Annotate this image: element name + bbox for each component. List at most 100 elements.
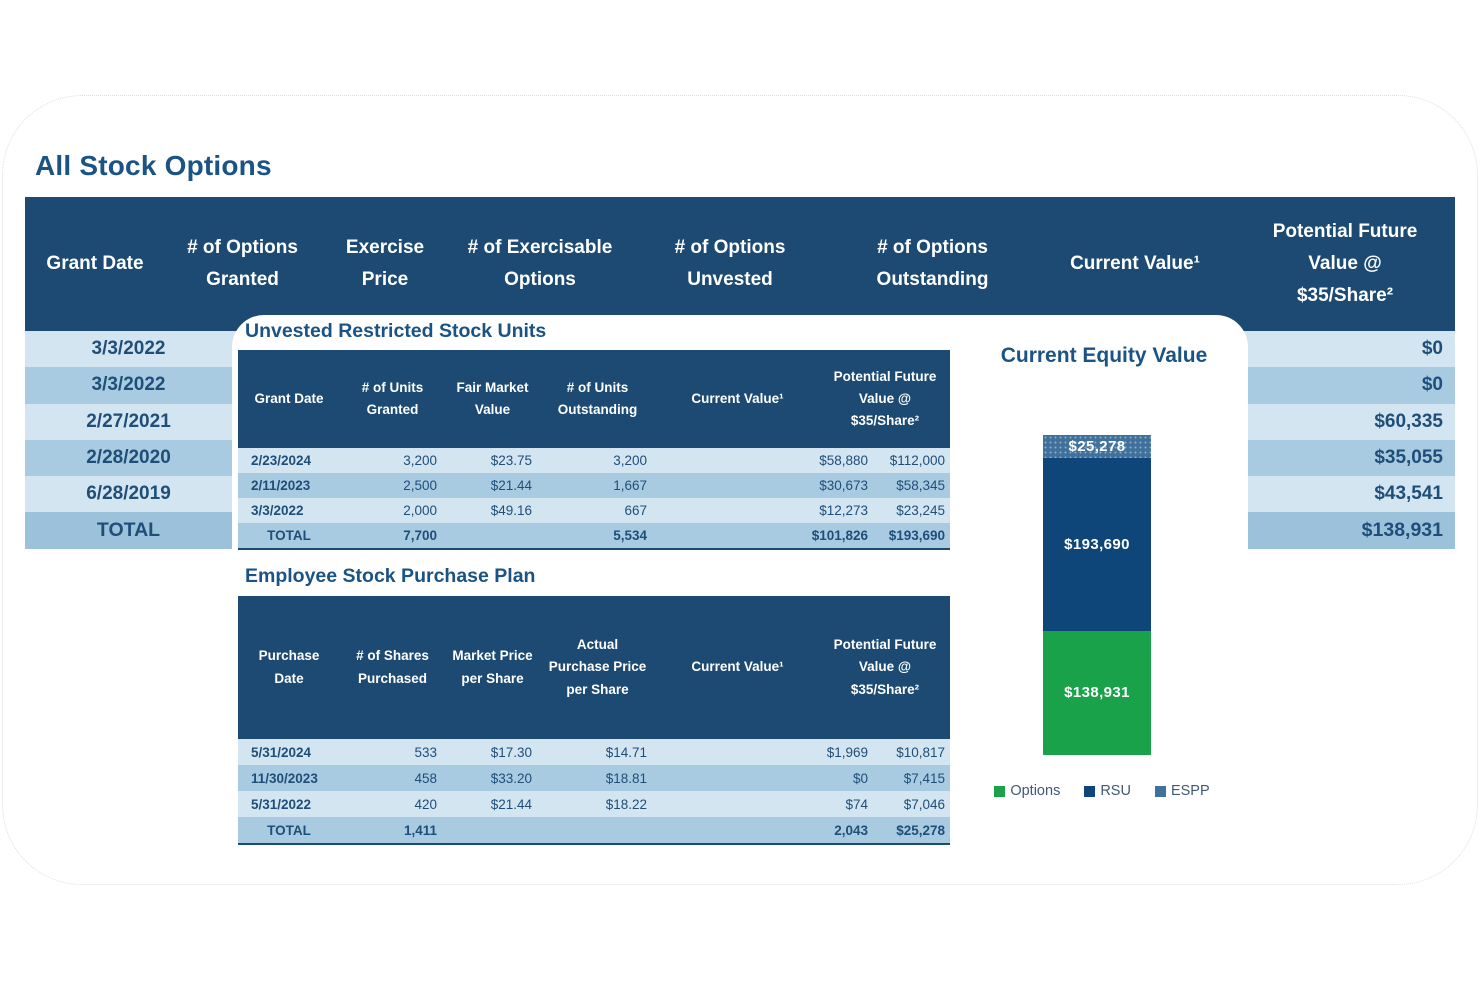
column-header-current-value: Current Value¹ xyxy=(691,390,784,406)
potential-future-value-cell: $7,415 xyxy=(903,770,945,786)
espp-table: Purchase Date # of Shares Purchased Mark… xyxy=(238,596,950,845)
bar-segment-rsu: $193,690 xyxy=(1043,457,1151,631)
current-value-cell: $74 xyxy=(845,796,868,812)
bar-segment-espp: $25,278 xyxy=(1043,435,1151,458)
bar-segment-options: $138,931 xyxy=(1043,630,1151,755)
column-header-exercise-price: Exercise Price xyxy=(345,236,425,290)
espp-section-title: Employee Stock Purchase Plan xyxy=(245,565,536,587)
actual-purchase-price-cell: $18.22 xyxy=(605,796,647,812)
table-total-row: TOTAL 7,700 5,534 $101,826 $193,690 xyxy=(238,523,950,548)
potential-future-value-cell: $10,817 xyxy=(896,744,945,760)
detail-overlay-panel: Unvested Restricted Stock Units Grant Da… xyxy=(232,315,1248,863)
fair-market-value-cell: $23.75 xyxy=(490,453,532,468)
grant-date-cell: 3/3/2022 xyxy=(91,338,166,360)
units-granted-cell: 3,200 xyxy=(403,453,437,468)
bar-segment-label: $25,278 xyxy=(1068,437,1126,455)
table-row: 5/31/2024 533 $17.30 $14.71 $1,969 $10,8… xyxy=(238,739,950,765)
current-value-cell: $1,969 xyxy=(826,744,868,760)
total-potential-future-value: $138,931 xyxy=(1361,519,1443,542)
current-value-cell: $12,273 xyxy=(819,503,868,518)
rsu-swatch-icon xyxy=(1084,785,1096,797)
column-header-purchase-date: Purchase Date xyxy=(258,648,320,686)
potential-future-value-cell: $35,055 xyxy=(1374,447,1443,469)
total-units-granted: 7,700 xyxy=(403,528,437,543)
column-header-units-outstanding: # of Units Outstanding xyxy=(557,379,638,417)
chart-legend: Options RSU ESPP xyxy=(932,783,1272,799)
potential-future-value-cell: $112,000 xyxy=(889,453,945,468)
table-total-row: TOTAL 1,411 2,043 $25,278 xyxy=(238,817,950,843)
column-header-options-unvested: # of Options Unvested xyxy=(674,236,786,290)
shares-purchased-cell: 458 xyxy=(414,770,437,786)
potential-future-value-cell: $60,335 xyxy=(1374,410,1443,432)
grant-date-cell: 3/3/2022 xyxy=(91,374,166,396)
table-row: 5/31/2022 420 $21.44 $18.22 $74 $7,046 xyxy=(238,791,950,817)
grant-date-cell: 2/11/2023 xyxy=(251,478,311,493)
legend-item-options: Options xyxy=(994,783,1060,799)
table-row: 3/3/2022 2,000 $49.16 667 $12,273 $23,24… xyxy=(238,498,950,523)
potential-future-value-cell: $0 xyxy=(1421,338,1443,360)
purchase-date-cell: 5/31/2024 xyxy=(251,744,312,760)
table-row: 11/30/2023 458 $33.20 $18.81 $0 $7,415 xyxy=(238,765,950,791)
units-outstanding-cell: 1,667 xyxy=(613,478,647,493)
total-shares-purchased: 1,411 xyxy=(403,822,437,838)
units-granted-cell: 2,500 xyxy=(403,478,437,493)
espp-header-row: Purchase Date # of Shares Purchased Mark… xyxy=(238,596,950,739)
column-header-current-value: Current Value¹ xyxy=(1070,252,1200,274)
column-header-potential-future-value: Potential Future Value @ $35/Share² xyxy=(833,368,937,429)
actual-purchase-price-cell: $18.81 xyxy=(605,770,647,786)
grant-date-cell: 2/28/2020 xyxy=(86,447,171,469)
column-header-actual-purchase-price: Actual Purchase Price per Share xyxy=(548,637,647,697)
all-stock-options-header-row: Grant Date # of Options Granted Exercise… xyxy=(25,197,1455,331)
potential-future-value-cell: $58,345 xyxy=(896,478,945,493)
total-potential-future-value: $25,278 xyxy=(896,822,945,838)
table-row: 2/23/2024 3,200 $23.75 3,200 $58,880 $11… xyxy=(238,448,950,473)
total-units-outstanding: 5,534 xyxy=(613,528,647,543)
chart-title: Current Equity Value xyxy=(1000,344,1208,367)
rsu-table: Grant Date # of Units Granted Fair Marke… xyxy=(238,350,950,550)
page-title: All Stock Options xyxy=(35,150,272,181)
bar-segment-label: $193,690 xyxy=(1064,535,1130,553)
potential-future-value-cell: $43,541 xyxy=(1374,483,1443,505)
total-current-value: 2,043 xyxy=(834,822,868,838)
potential-future-value-cell: $23,245 xyxy=(896,503,945,518)
market-price-cell: $17.30 xyxy=(490,744,532,760)
total-label: TOTAL xyxy=(267,528,311,543)
stacked-equity-bar: $25,278 $193,690 $138,931 xyxy=(1043,435,1151,755)
column-header-grant-date: Grant Date xyxy=(254,390,324,406)
actual-purchase-price-cell: $14.71 xyxy=(605,744,647,760)
units-granted-cell: 2,000 xyxy=(403,503,437,518)
rsu-header-row: Grant Date # of Units Granted Fair Marke… xyxy=(238,350,950,448)
potential-future-value-cell: $7,046 xyxy=(903,796,945,812)
grant-date-cell: 2/27/2021 xyxy=(86,410,171,432)
grant-date-cell: 6/28/2019 xyxy=(86,483,171,505)
legend-label: ESPP xyxy=(1170,783,1210,799)
rsu-section-title: Unvested Restricted Stock Units xyxy=(245,320,547,342)
shares-purchased-cell: 420 xyxy=(414,796,437,812)
column-header-potential-future-value: Potential Future Value @ $35/Share² xyxy=(1272,220,1418,307)
total-label: TOTAL xyxy=(96,519,161,542)
total-label: TOTAL xyxy=(267,822,311,838)
shares-purchased-cell: 533 xyxy=(414,744,437,760)
bar-segment-label: $138,931 xyxy=(1064,684,1130,702)
legend-item-espp: ESPP xyxy=(1154,783,1210,799)
market-price-cell: $21.44 xyxy=(490,796,532,812)
options-swatch-icon xyxy=(994,785,1006,797)
column-header-potential-future-value: Potential Future Value @ $35/Share² xyxy=(833,637,937,697)
report-card-border xyxy=(2,95,1478,885)
current-value-cell: $0 xyxy=(852,770,868,786)
column-header-options-outstanding: # of Options Outstanding xyxy=(876,236,989,290)
potential-future-value-cell: $0 xyxy=(1421,374,1443,396)
legend-item-rsu: RSU xyxy=(1084,783,1131,799)
column-header-market-price: Market Price per Share xyxy=(452,648,533,686)
current-value-cell: $58,880 xyxy=(819,453,868,468)
table-row: 2/11/2023 2,500 $21.44 1,667 $30,673 $58… xyxy=(238,473,950,498)
purchase-date-cell: 5/31/2022 xyxy=(251,796,312,812)
grant-date-cell: 3/3/2022 xyxy=(251,503,304,518)
column-header-fair-market-value: Fair Market Value xyxy=(456,379,529,417)
purchase-date-cell: 11/30/2023 xyxy=(251,770,318,786)
column-header-units-granted: # of Units Granted xyxy=(361,379,424,417)
legend-label: Options xyxy=(1010,783,1061,799)
column-header-grant-date: Grant Date xyxy=(46,252,144,274)
units-outstanding-cell: 3,200 xyxy=(613,453,647,468)
current-value-cell: $30,673 xyxy=(819,478,868,493)
